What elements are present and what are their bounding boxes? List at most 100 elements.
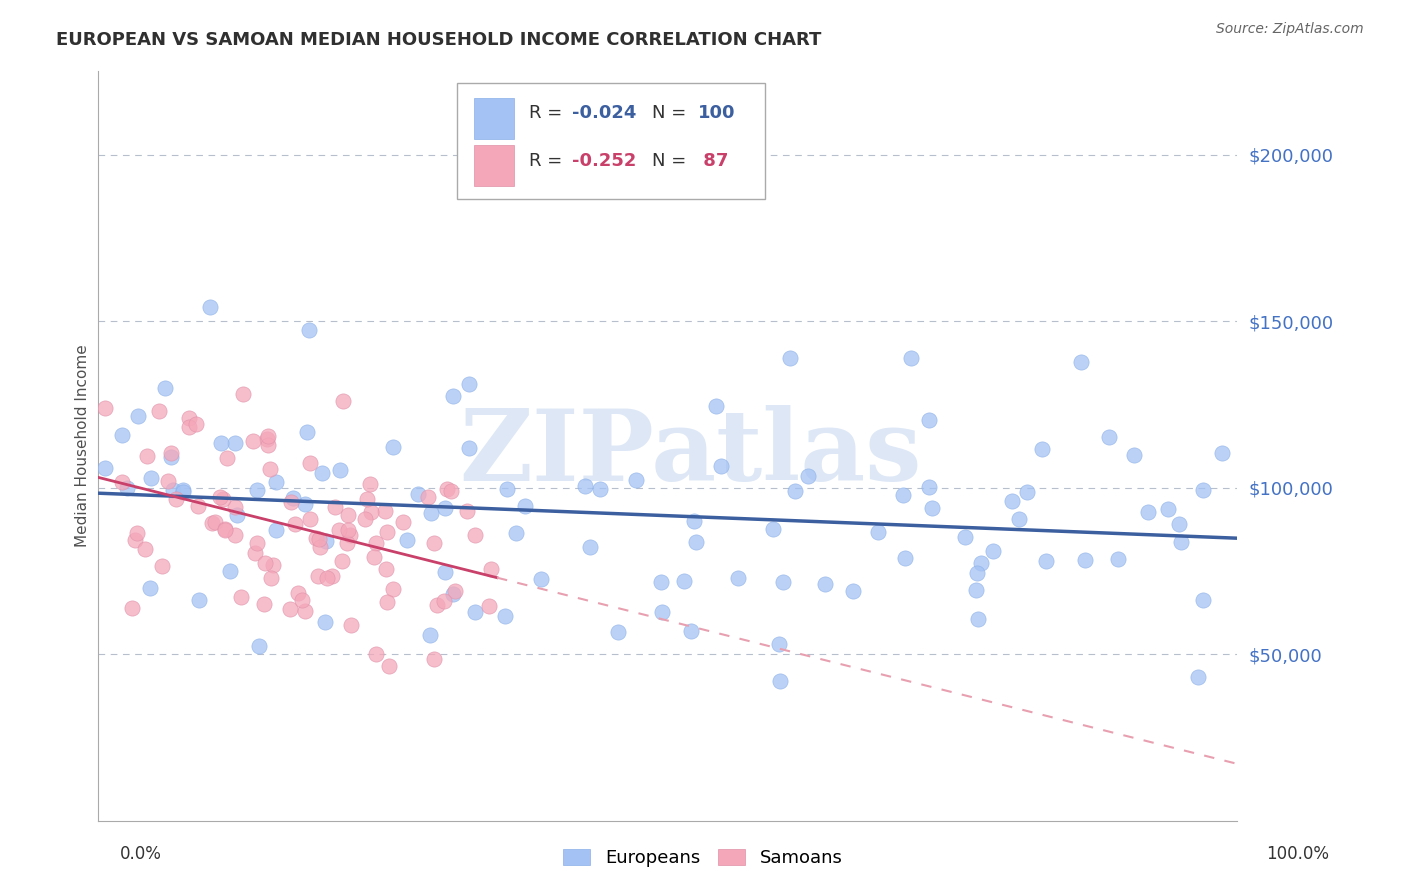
Point [360, 505, 382, 519]
Point [339, 528, 361, 542]
Point [259, 462, 281, 476]
Point [165, 491, 187, 506]
Point [1191, 593, 1213, 607]
Point [321, 569, 343, 583]
Point [336, 508, 359, 523]
Point [779, 351, 801, 366]
Point [464, 606, 486, 620]
Point [456, 503, 478, 517]
Point [214, 523, 236, 537]
Text: N =: N = [652, 152, 692, 169]
Point [965, 583, 987, 598]
Point [111, 428, 134, 442]
Point [921, 501, 943, 516]
Point [294, 497, 316, 511]
Point [375, 562, 398, 576]
Point [785, 483, 807, 498]
Point [208, 490, 231, 504]
Point [464, 528, 486, 542]
Point [246, 483, 269, 498]
Point [1137, 505, 1160, 519]
Point [325, 500, 347, 514]
Point [769, 673, 792, 688]
Point [419, 628, 441, 642]
Point [356, 492, 378, 507]
Point [229, 590, 252, 604]
Point [375, 595, 398, 609]
Point [970, 557, 993, 571]
Y-axis label: Median Household Income: Median Household Income [75, 344, 90, 548]
Point [262, 558, 284, 573]
Point [1157, 502, 1180, 516]
Point [340, 618, 363, 632]
Point [159, 450, 181, 464]
Point [441, 389, 464, 403]
Point [396, 533, 419, 547]
Text: -0.252: -0.252 [572, 152, 637, 169]
Point [209, 436, 232, 450]
Point [579, 540, 602, 554]
Point [1017, 484, 1039, 499]
Point [117, 481, 139, 495]
Point [768, 637, 790, 651]
Point [281, 491, 304, 505]
Text: 87: 87 [697, 152, 728, 169]
Point [127, 409, 149, 424]
Point [433, 565, 456, 579]
Point [330, 554, 353, 568]
Point [299, 456, 322, 470]
Point [420, 506, 443, 520]
Point [423, 536, 446, 550]
Point [305, 531, 328, 545]
Point [1211, 445, 1233, 459]
Point [797, 468, 820, 483]
Point [162, 483, 184, 497]
Point [253, 557, 276, 571]
Point [328, 523, 350, 537]
Point [337, 523, 360, 537]
Point [187, 499, 209, 513]
Point [315, 571, 337, 585]
Point [363, 549, 385, 564]
Point [966, 566, 988, 580]
Point [378, 658, 401, 673]
Point [284, 516, 307, 531]
Point [894, 550, 917, 565]
Text: 100: 100 [697, 103, 735, 121]
Point [706, 399, 728, 413]
Point [981, 544, 1004, 558]
Point [243, 546, 266, 560]
Point [214, 523, 236, 537]
Point [172, 483, 194, 497]
Point [866, 524, 889, 539]
Point [679, 624, 702, 639]
Point [494, 609, 516, 624]
Point [198, 300, 221, 314]
Point [219, 565, 242, 579]
Point [574, 478, 596, 492]
Point [224, 436, 246, 450]
Point [257, 438, 280, 452]
Point [124, 533, 146, 548]
Point [93, 460, 115, 475]
Text: R =: R = [529, 152, 568, 169]
Point [457, 441, 479, 455]
Point [1170, 535, 1192, 549]
Point [201, 516, 224, 530]
Point [624, 473, 647, 487]
Point [375, 524, 398, 539]
Point [1070, 354, 1092, 368]
Point [479, 562, 502, 576]
Point [364, 536, 387, 550]
Point [433, 594, 456, 608]
Point [141, 471, 163, 485]
Point [294, 603, 316, 617]
Point [423, 652, 446, 666]
Point [382, 440, 405, 454]
Point [280, 494, 302, 508]
Text: EUROPEAN VS SAMOAN MEDIAN HOUSEHOLD INCOME CORRELATION CHART: EUROPEAN VS SAMOAN MEDIAN HOUSEHOLD INCO… [56, 31, 821, 49]
Point [408, 487, 430, 501]
Point [772, 575, 794, 590]
Point [1031, 442, 1053, 456]
Point [226, 508, 249, 522]
